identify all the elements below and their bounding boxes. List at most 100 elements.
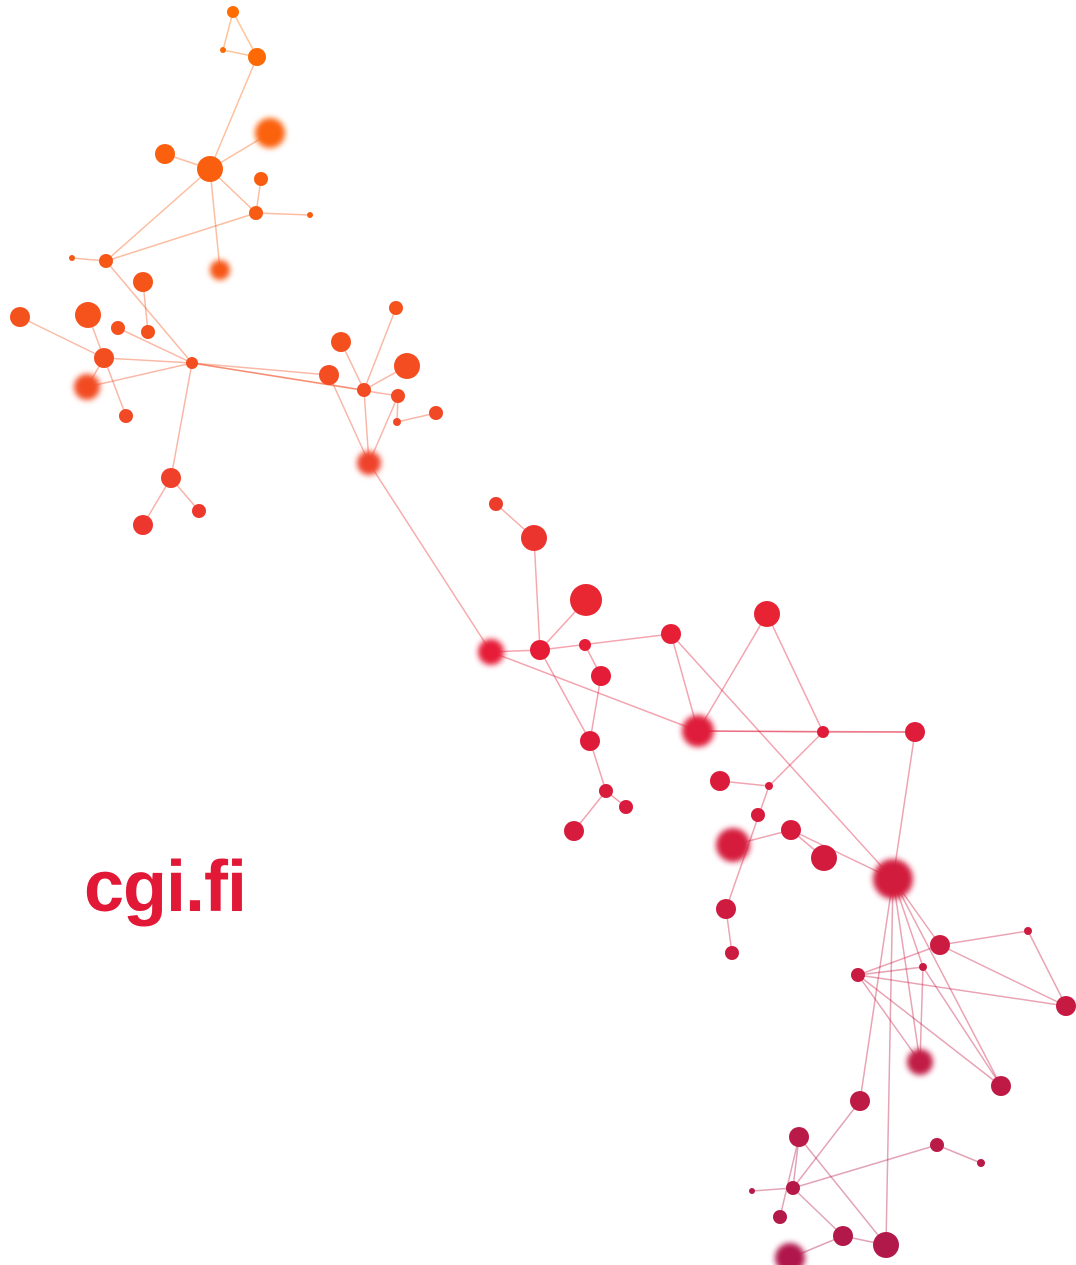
- network-node: [599, 784, 613, 798]
- network-node: [873, 859, 913, 899]
- network-node: [754, 601, 780, 627]
- network-node: [393, 418, 401, 426]
- network-node: [210, 260, 230, 280]
- network-node: [850, 1091, 870, 1111]
- network-node: [186, 357, 198, 369]
- network-node: [773, 1210, 787, 1224]
- network-node: [119, 409, 133, 423]
- network-node: [811, 845, 837, 871]
- network-edge: [104, 358, 192, 363]
- network-edge: [860, 879, 893, 1101]
- network-edge: [920, 967, 923, 1062]
- network-node: [817, 726, 829, 738]
- network-edge: [171, 363, 192, 478]
- network-node: [197, 156, 223, 182]
- network-node: [682, 715, 714, 747]
- network-node: [833, 1226, 853, 1246]
- network-edge: [793, 1145, 937, 1188]
- network-node: [69, 255, 75, 261]
- network-node: [716, 828, 750, 862]
- network-edge: [893, 732, 915, 879]
- network-edge: [940, 931, 1028, 945]
- network-edge: [698, 614, 767, 731]
- network-node: [579, 639, 591, 651]
- network-edge: [540, 634, 671, 650]
- network-node: [851, 968, 865, 982]
- network-node: [619, 800, 633, 814]
- network-edge: [671, 634, 893, 879]
- network-node: [873, 1232, 899, 1258]
- network-node: [357, 451, 381, 475]
- network-node: [429, 406, 443, 420]
- network-node: [141, 325, 155, 339]
- network-edge: [540, 650, 590, 741]
- network-node: [530, 640, 550, 660]
- network-edge: [210, 169, 220, 270]
- network-node: [521, 525, 547, 551]
- network-node: [907, 1049, 933, 1075]
- network-graphic: [0, 0, 1076, 1265]
- network-node: [255, 118, 285, 148]
- network-edge: [780, 1137, 799, 1217]
- network-node: [570, 584, 602, 616]
- website-link[interactable]: cgi.fi: [84, 846, 246, 928]
- network-node: [930, 1138, 944, 1152]
- network-node: [591, 666, 611, 686]
- network-node: [1024, 927, 1032, 935]
- network-edges: [20, 12, 1066, 1258]
- network-node: [564, 821, 584, 841]
- network-node: [749, 1188, 755, 1194]
- network-node: [10, 307, 30, 327]
- network-node: [227, 6, 239, 18]
- network-node: [919, 963, 927, 971]
- network-node: [789, 1127, 809, 1147]
- network-node: [930, 935, 950, 955]
- network-node: [580, 731, 600, 751]
- network-edge: [534, 538, 540, 650]
- network-edge: [886, 879, 893, 1245]
- network-edge: [106, 169, 210, 261]
- network-edge: [1028, 931, 1066, 1006]
- network-edge: [364, 308, 396, 390]
- network-node: [331, 332, 351, 352]
- network-edge: [118, 328, 192, 363]
- network-node: [775, 1243, 805, 1265]
- network-node: [99, 254, 113, 268]
- network-node: [161, 468, 181, 488]
- network-node: [249, 206, 263, 220]
- network-node: [781, 820, 801, 840]
- network-node: [1056, 996, 1076, 1016]
- network-node: [94, 348, 114, 368]
- network-node: [661, 624, 681, 644]
- network-node: [192, 504, 206, 518]
- network-edge: [210, 57, 257, 169]
- network-node: [307, 212, 313, 218]
- network-node: [111, 321, 125, 335]
- network-node: [765, 782, 773, 790]
- network-edge: [769, 732, 823, 786]
- network-node: [710, 771, 730, 791]
- network-node: [478, 639, 504, 665]
- network-edge: [256, 213, 310, 215]
- network-node: [394, 353, 420, 379]
- network-node: [133, 515, 153, 535]
- network-nodes: [10, 6, 1076, 1265]
- network-node: [977, 1159, 985, 1167]
- network-node: [133, 272, 153, 292]
- network-node: [248, 48, 266, 66]
- network-node: [155, 144, 175, 164]
- network-node: [319, 365, 339, 385]
- network-node: [489, 497, 503, 511]
- network-node: [74, 374, 100, 400]
- network-node: [220, 47, 226, 53]
- network-node: [254, 172, 268, 186]
- network-node: [357, 383, 371, 397]
- network-node: [389, 301, 403, 315]
- network-edge: [767, 614, 823, 732]
- network-node: [905, 722, 925, 742]
- page: cgi.fi (() => { const data = JSON.parse(…: [0, 0, 1076, 1265]
- network-edge: [923, 967, 1001, 1086]
- network-node: [75, 302, 101, 328]
- network-edge: [793, 1188, 843, 1236]
- network-node: [716, 899, 736, 919]
